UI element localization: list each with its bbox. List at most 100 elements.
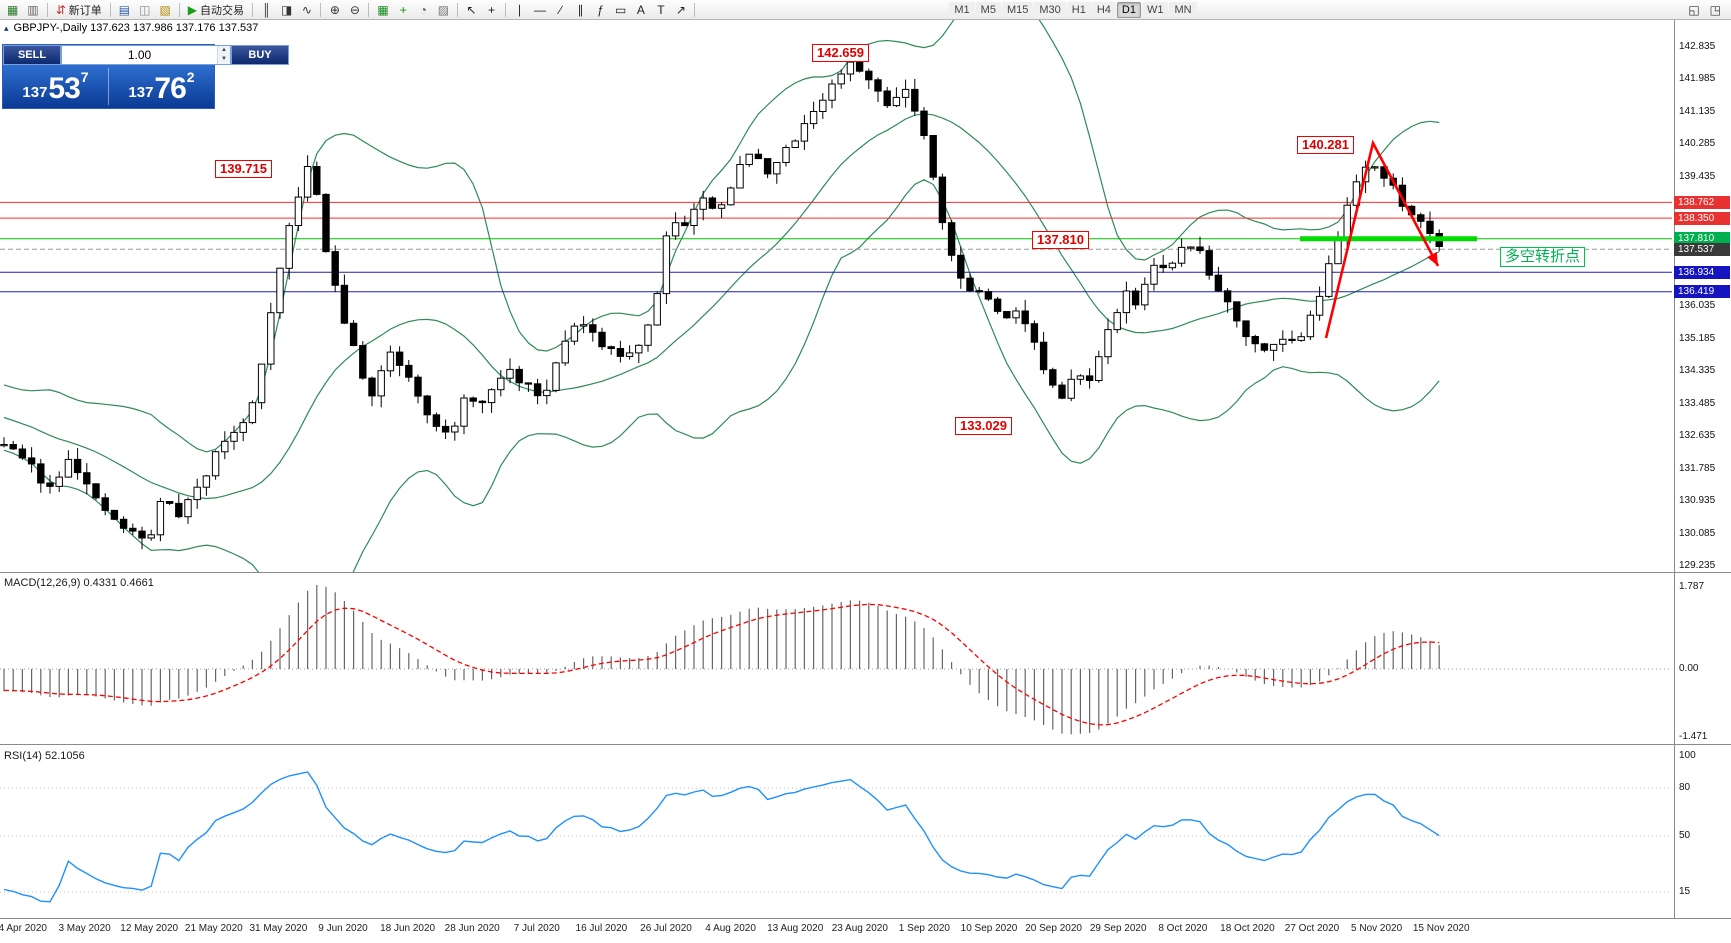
indicators-button[interactable]: + [394,1,413,18]
sell-price-pip: 7 [80,69,89,85]
buy-button[interactable]: BUY [231,45,289,65]
date-label: 7 Jul 2020 [513,923,560,934]
line-chart-type-button[interactable]: ∿ [297,1,316,18]
price-annotation[interactable]: 137.810 [1032,231,1089,249]
toolbar-separator [457,2,459,17]
timeframe-m1-button[interactable]: M1 [949,1,975,18]
date-label: 8 Oct 2020 [1158,923,1208,934]
macd-axis-label: -1.471 [1679,731,1708,742]
timeframe-w1-button[interactable]: W1 [1141,1,1169,18]
toolbar-separator [109,2,111,17]
turning-point-label[interactable]: 多空转折点 [1500,247,1586,267]
sell-button[interactable]: SELL [3,45,61,65]
date-label: 3 May 2020 [58,923,111,934]
price-tag: 138.350 [1674,211,1730,225]
price-axis-label: 139.435 [1679,170,1716,182]
price-tag: 137.537 [1674,242,1730,256]
price-annotation[interactable]: 139.715 [215,160,272,178]
date-label: 18 Jun 2020 [380,923,436,934]
sell-price[interactable]: 137 53 7 [3,65,108,108]
price-axis-label: 134.335 [1679,365,1716,377]
date-label: 18 Oct 2020 [1220,923,1275,934]
periods-button[interactable]: ◔ [414,1,433,18]
text-button[interactable]: A [631,1,650,18]
date-label: 31 May 2020 [249,923,308,934]
cursor-button[interactable]: ↖ [462,1,481,18]
date-label: 27 Oct 2020 [1284,923,1340,934]
timeframe-d1-button[interactable]: D1 [1116,1,1141,18]
data-window-button[interactable]: ◫ [135,1,154,18]
zoom-in-button[interactable]: ⊕ [325,1,344,18]
trendline-button[interactable]: ∕ [551,1,570,18]
date-label: 16 Jul 2020 [575,923,628,934]
candlestick-type-icon: ◨ [281,2,293,17]
timeframe-mn-button[interactable]: MN [1169,1,1197,18]
rsi-axis-label: 80 [1679,782,1691,793]
new-order-button[interactable]: ⇵ 新订单 [52,1,106,18]
timeframe-m5-button[interactable]: M5 [975,1,1001,18]
templates-icon: ▨ [437,2,450,17]
timeframe-m15-button[interactable]: M15 [1001,1,1034,18]
candlestick-type-button[interactable]: ◨ [277,1,296,18]
crosshair-button[interactable]: + [482,1,501,18]
toolbar-separator [694,2,696,17]
bar-chart-type-icon: ║ [262,2,271,17]
price-annotation[interactable]: 133.029 [955,417,1012,435]
trade-panel-header: SELL ▲ ▼ BUY [3,45,289,65]
new-order-icon: ⇵ [55,2,66,17]
volume-input[interactable] [62,46,217,64]
price-axis-label: 133.485 [1679,397,1716,409]
price-axis-label: 131.785 [1679,462,1716,474]
date-label: 28 Jun 2020 [444,923,500,934]
dock-window-button[interactable]: ◱ [1684,1,1703,18]
date-label: 12 May 2020 [120,923,179,934]
bar-chart-type-button[interactable]: ║ [257,1,276,18]
arrow-tools-button[interactable]: ↗ [671,1,690,18]
new-chart-button[interactable]: ▦ [3,1,22,18]
price-axis-label: 136.035 [1679,300,1716,312]
chart-profiles-icon: ▥ [27,2,39,17]
trendline-icon: ∕ [559,2,562,17]
horizontal-line-button[interactable]: ― [530,1,550,18]
navigator-button[interactable]: ▧ [155,1,174,18]
arrow-tools-icon: ↗ [675,2,686,17]
new-order-label: 新订单 [68,4,102,17]
autotrading-button[interactable]: ▶ 自动交易 [184,1,248,18]
date-label: 9 Jun 2020 [318,923,368,934]
date-label: 23 Aug 2020 [831,923,888,934]
volume-up-button[interactable]: ▲ [218,46,230,55]
date-label: 29 Sep 2020 [1089,923,1147,934]
price-tag: 136.419 [1674,285,1730,299]
timeframe-group: M1 M5 M15 M30 H1 H4 D1 W1 MN [949,1,1197,18]
market-watch-button[interactable]: ▤ [115,1,134,18]
text-label-button[interactable]: T [651,1,670,18]
timeframe-m30-button[interactable]: M30 [1034,1,1066,18]
shapes-button[interactable]: ▭ [611,1,630,18]
price-annotation[interactable]: 142.659 [812,44,869,62]
zoom-out-button[interactable]: ⊖ [345,1,364,18]
equidistant-channel-button[interactable]: ∥ [571,1,590,18]
buy-price[interactable]: 137 76 2 [109,65,214,108]
timeframe-h1-button[interactable]: H1 [1066,1,1091,18]
vertical-line-button[interactable]: ∣ [510,1,529,18]
date-label: 1 Sep 2020 [898,923,950,934]
sell-price-prefix: 137 [22,84,48,101]
timeframe-h4-button[interactable]: H4 [1091,1,1116,18]
zoom-out-icon: ⊖ [349,2,360,17]
templates-button[interactable]: ▨ [434,1,453,18]
date-label: 20 Sep 2020 [1025,923,1082,934]
periods-icon: ◔ [419,2,427,17]
trade-panel-collapse-icon[interactable]: ▴ [4,22,9,33]
chart-profiles-button[interactable]: ▥ [23,1,42,18]
volume-down-button[interactable]: ▼ [218,55,230,64]
restore-window-button[interactable]: ◳ [1706,1,1725,18]
fibonacci-button[interactable]: ƒ [591,1,610,18]
price-annotation[interactable]: 140.281 [1297,136,1354,154]
tile-windows-button[interactable]: ▦ [373,1,392,18]
trade-panel-prices: 137 53 7 137 76 2 [3,65,214,108]
date-label: 4 Aug 2020 [705,923,756,934]
macd-axis-label: 1.787 [1679,581,1705,592]
rsi-axis-label: 15 [1679,886,1691,897]
